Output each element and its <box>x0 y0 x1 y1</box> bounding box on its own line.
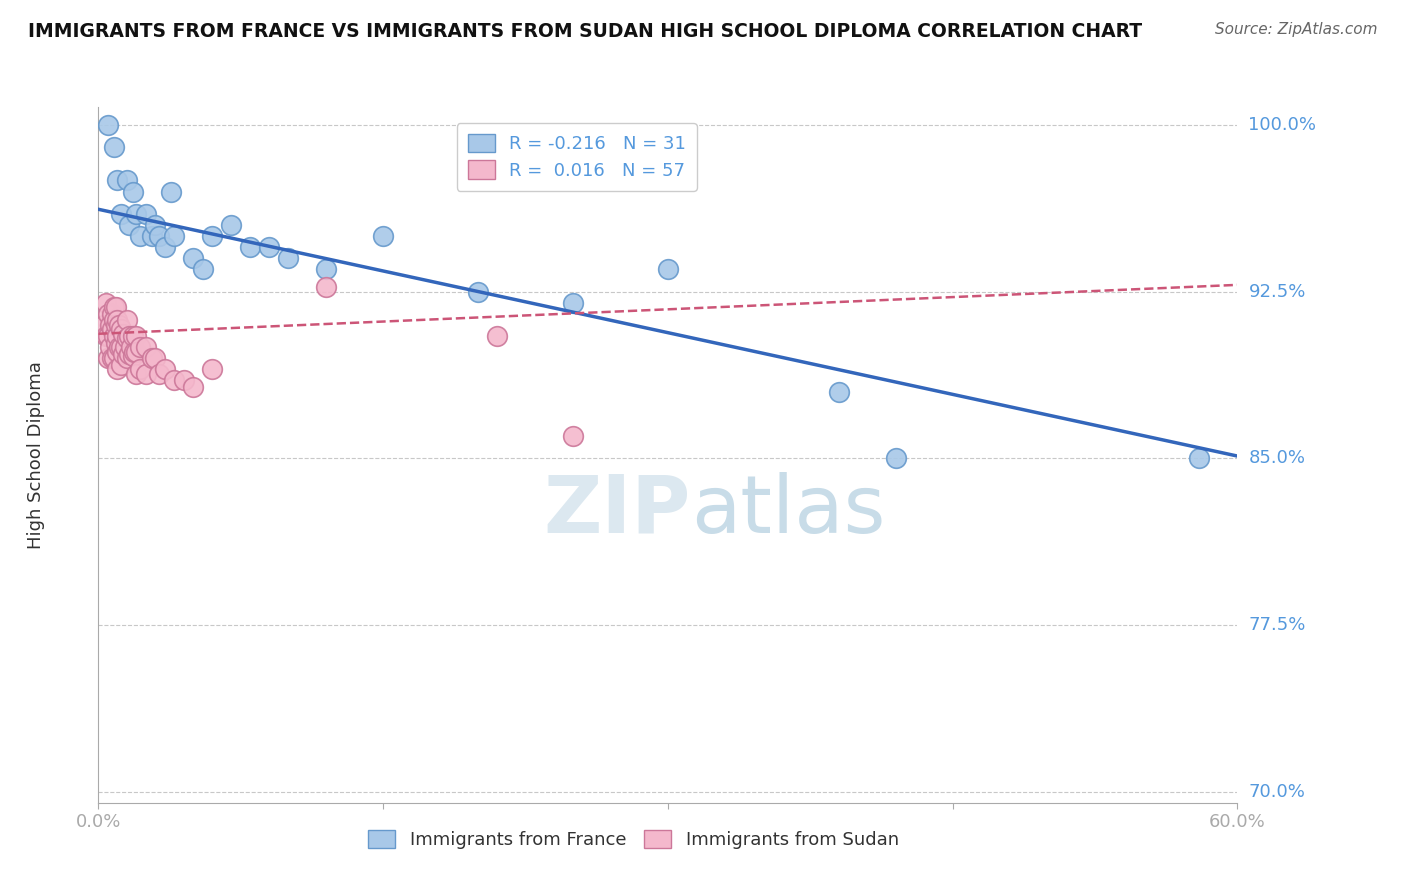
Point <box>110 340 132 354</box>
Point <box>115 351 138 366</box>
Point <box>191 262 214 277</box>
Point <box>107 313 129 327</box>
Point <box>115 331 138 345</box>
Point <box>94 295 117 310</box>
Text: atlas: atlas <box>690 472 884 549</box>
Text: 92.5%: 92.5% <box>1249 283 1306 301</box>
Point <box>103 300 125 314</box>
Point <box>145 218 167 232</box>
Point <box>100 307 122 321</box>
Point <box>239 240 262 254</box>
Point <box>98 318 121 332</box>
Point <box>108 318 131 332</box>
Point <box>153 240 176 254</box>
Point <box>103 351 125 366</box>
Point <box>107 362 129 376</box>
Point <box>103 329 125 343</box>
Point <box>118 347 141 361</box>
Point <box>112 326 135 341</box>
Point <box>159 185 181 199</box>
Point <box>135 367 157 381</box>
Point <box>97 351 120 366</box>
Text: 85.0%: 85.0% <box>1249 450 1305 467</box>
Point <box>315 280 337 294</box>
Point <box>120 340 142 354</box>
Point <box>183 251 205 265</box>
Point <box>103 313 125 327</box>
Legend: Immigrants from France, Immigrants from Sudan: Immigrants from France, Immigrants from … <box>361 822 907 856</box>
Point <box>562 429 585 443</box>
Point <box>121 185 143 199</box>
Point <box>98 340 121 354</box>
Point <box>112 347 135 361</box>
Point <box>148 367 170 381</box>
Point <box>163 229 186 244</box>
Point <box>153 362 176 376</box>
Point <box>104 318 127 332</box>
Point <box>315 262 337 277</box>
Text: IMMIGRANTS FROM FRANCE VS IMMIGRANTS FROM SUDAN HIGH SCHOOL DIPLOMA CORRELATION : IMMIGRANTS FROM FRANCE VS IMMIGRANTS FRO… <box>28 22 1142 41</box>
Point <box>173 374 195 388</box>
Point <box>125 344 148 359</box>
Point <box>121 329 143 343</box>
Point <box>183 380 205 394</box>
Point <box>103 140 125 154</box>
Point <box>107 173 129 187</box>
Text: 77.5%: 77.5% <box>1249 616 1306 634</box>
Text: 70.0%: 70.0% <box>1249 782 1305 801</box>
Point <box>125 367 148 381</box>
Point <box>104 300 127 314</box>
Point <box>148 229 170 244</box>
Point <box>125 329 148 343</box>
Point <box>107 329 129 343</box>
Point <box>129 362 152 376</box>
Point <box>110 207 132 221</box>
Point <box>562 295 585 310</box>
Point <box>141 351 163 366</box>
Point <box>163 374 186 388</box>
Point <box>97 329 120 343</box>
Point <box>108 340 131 354</box>
Point <box>94 329 117 343</box>
Point <box>221 218 243 232</box>
Point <box>201 229 224 244</box>
Point <box>135 207 157 221</box>
Point <box>129 340 152 354</box>
Point <box>129 229 152 244</box>
Text: 100.0%: 100.0% <box>1249 116 1316 134</box>
Point <box>118 329 141 343</box>
Point <box>97 307 120 321</box>
Point <box>110 322 132 336</box>
Text: ZIP: ZIP <box>543 472 690 549</box>
Point <box>107 344 129 359</box>
Point <box>121 349 143 363</box>
Point <box>110 358 132 372</box>
Point <box>114 340 136 354</box>
Point <box>884 451 907 466</box>
Point <box>93 318 115 332</box>
Point <box>118 218 141 232</box>
Point <box>115 313 138 327</box>
Point <box>145 351 167 366</box>
Point <box>141 229 163 244</box>
Point <box>97 118 120 132</box>
Point <box>104 335 127 350</box>
Point <box>486 329 509 343</box>
Point <box>371 229 394 244</box>
Point <box>277 251 299 265</box>
Point <box>125 207 148 221</box>
Point <box>1188 451 1211 466</box>
Point <box>135 340 157 354</box>
Text: Source: ZipAtlas.com: Source: ZipAtlas.com <box>1215 22 1378 37</box>
Point <box>657 262 679 277</box>
Point <box>201 362 224 376</box>
Point <box>259 240 281 254</box>
Point <box>115 173 138 187</box>
Point <box>124 344 146 359</box>
Point <box>467 285 489 299</box>
Point <box>828 384 851 399</box>
Text: High School Diploma: High School Diploma <box>27 361 45 549</box>
Point <box>100 322 122 336</box>
Point <box>100 351 122 366</box>
